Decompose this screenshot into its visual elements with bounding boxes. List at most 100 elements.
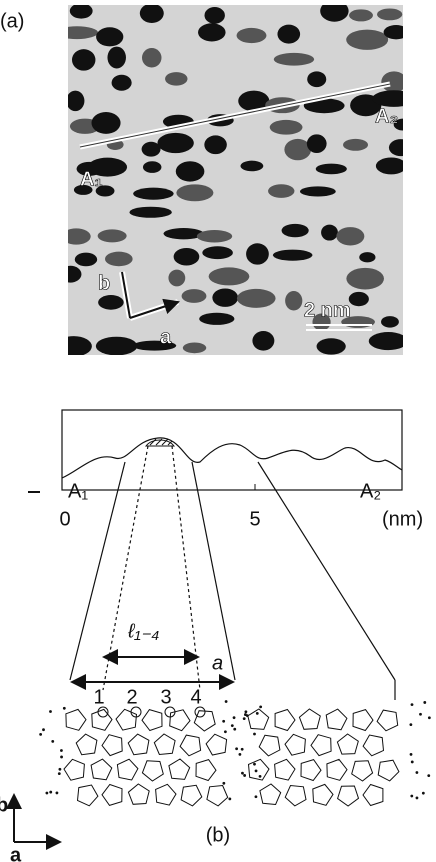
dark-spot (317, 338, 346, 354)
length-label: ℓ₁₋₄ (127, 620, 159, 642)
dark-spot (212, 288, 238, 306)
dark-spot (349, 9, 373, 21)
ring (248, 709, 269, 729)
dot (231, 724, 234, 727)
site-label: 4 (190, 686, 201, 708)
ring (180, 735, 201, 756)
dot (411, 761, 414, 764)
dark-spot (381, 316, 399, 327)
dot (253, 733, 256, 736)
dark-spot (199, 313, 234, 325)
dot (49, 791, 52, 794)
ring (363, 785, 383, 806)
dark-spot (202, 246, 233, 259)
dot (63, 707, 66, 710)
dot (241, 748, 244, 751)
ring (196, 760, 216, 781)
dot (49, 710, 52, 713)
dot (243, 717, 246, 720)
dot (228, 797, 231, 800)
ring (377, 710, 398, 731)
dark-spot (204, 7, 224, 24)
zoom-lines (70, 462, 395, 700)
dark-spot (237, 28, 267, 43)
ring (64, 759, 84, 780)
dot (244, 710, 247, 713)
dark-spot (246, 243, 269, 264)
ring (259, 735, 280, 756)
profile-start: A₁ (68, 480, 88, 502)
dark-spot (349, 292, 369, 306)
dark-spot (66, 91, 84, 112)
dot (225, 700, 228, 703)
dot (422, 792, 425, 795)
ring (142, 761, 163, 781)
dark-spot (346, 30, 388, 50)
dark-spot (168, 270, 185, 287)
dark-spot (343, 139, 368, 151)
dark-spot (277, 25, 300, 44)
line-start: A₁ (80, 168, 103, 190)
dark-spot (285, 291, 302, 310)
x-tick-label: 5 (249, 508, 260, 530)
dark-spot (70, 3, 93, 18)
dark-spot (209, 267, 250, 285)
dark-spot (316, 164, 347, 175)
dot (241, 772, 244, 775)
dark-spot (129, 207, 171, 218)
dark-spot (98, 295, 124, 310)
axis-a: a (10, 844, 22, 862)
axis-b: b (98, 272, 110, 294)
dark-spot (96, 27, 123, 46)
dot (415, 771, 418, 774)
ring (156, 784, 176, 805)
panel-label: (a) (0, 10, 24, 32)
dark-spot (320, 0, 348, 21)
ring (313, 784, 333, 805)
dark-spot (204, 135, 226, 154)
dot (411, 703, 414, 706)
ring (285, 734, 305, 755)
ring (102, 785, 122, 806)
dot (224, 730, 227, 733)
ring (76, 734, 97, 755)
ring (128, 734, 149, 755)
dot (416, 797, 419, 800)
dot (255, 795, 258, 798)
ring (275, 759, 295, 780)
dark-spot (237, 289, 276, 308)
dark-spot (369, 332, 408, 350)
dashed-lines (103, 446, 200, 690)
ring (207, 786, 228, 806)
dot (243, 774, 246, 777)
ring (327, 759, 347, 780)
dark-spot (176, 161, 205, 181)
site-marker (195, 707, 205, 717)
site-label: 1 (93, 686, 104, 708)
dark-spot (270, 120, 303, 135)
dark-spot (140, 4, 164, 23)
dark-spot (143, 161, 161, 173)
dark-spot (240, 161, 263, 172)
x-tick-label: 0 (59, 508, 70, 530)
ring (170, 710, 190, 731)
dark-spot (62, 228, 91, 244)
profile-frame (62, 410, 402, 490)
dark-spot (157, 133, 193, 153)
ring (142, 710, 162, 731)
dot (259, 705, 262, 708)
dot (58, 772, 61, 775)
axis-b: b (0, 794, 8, 816)
dot (222, 720, 225, 723)
ring (326, 709, 347, 730)
dark-spot (384, 25, 409, 39)
ring (311, 735, 331, 756)
ring (249, 759, 270, 780)
dark-spot (274, 53, 314, 66)
x-unit: (nm) (382, 508, 423, 530)
dot (419, 713, 422, 716)
ring (363, 735, 383, 756)
profile-end: A₂ (360, 480, 381, 502)
dark-spot (321, 225, 338, 241)
dot (39, 733, 42, 736)
